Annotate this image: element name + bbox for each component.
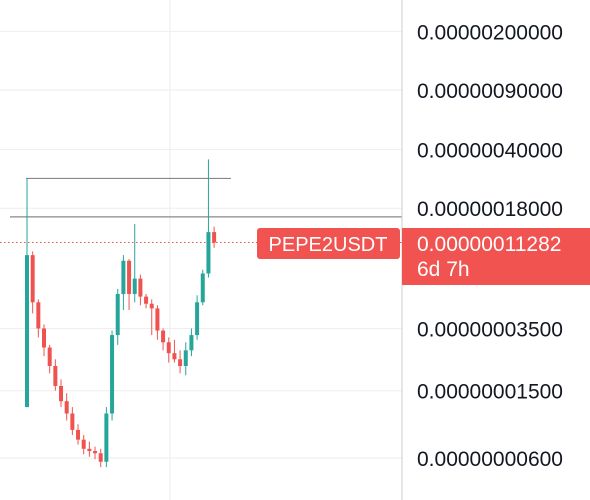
candle-body	[178, 359, 183, 366]
last-price-badge: 0.00000011282 6d 7h	[402, 228, 590, 285]
candle[interactable]	[127, 259, 132, 311]
candle[interactable]	[149, 299, 154, 336]
candle-body	[70, 413, 75, 430]
price-tick-label: 0.00000200000	[417, 21, 563, 44]
price-tick-label: 0.00000090000	[417, 80, 563, 103]
candle-body	[47, 347, 52, 366]
last-price-value: 0.00000011282	[417, 233, 561, 256]
candle[interactable]	[189, 328, 194, 357]
price-axis[interactable]: 0.00000200000 0.00000090000 0.00000040000 0…	[417, 21, 563, 471]
candle-body	[195, 302, 200, 336]
candle[interactable]	[36, 299, 41, 338]
candle[interactable]	[183, 342, 188, 376]
candle-body	[206, 232, 211, 274]
candle-body	[64, 401, 69, 414]
candle-body	[161, 330, 166, 343]
candle-body	[36, 302, 41, 329]
candle-body	[144, 296, 149, 304]
candle[interactable]	[178, 350, 183, 374]
candle-body	[59, 385, 64, 402]
price-tick-label: 0.00000001500	[417, 381, 563, 404]
price-tick-label: 0.00000018000	[417, 198, 563, 221]
candle-body	[200, 273, 205, 303]
candle-body	[93, 451, 98, 454]
candle[interactable]	[132, 224, 137, 303]
candle[interactable]	[155, 305, 160, 340]
horizontal-lines[interactable]	[10, 177, 402, 218]
symbol-label: PEPE2USDT	[269, 234, 388, 256]
candle[interactable]	[144, 293, 149, 309]
candle-body	[149, 303, 154, 309]
candle-body	[132, 278, 137, 294]
candle-body	[110, 335, 115, 414]
candle-body	[53, 365, 58, 386]
candle[interactable]	[206, 159, 211, 278]
candle-body	[81, 439, 86, 449]
candle[interactable]	[53, 359, 58, 391]
candle[interactable]	[104, 407, 109, 468]
candle-body	[183, 350, 188, 366]
symbol-badge: PEPE2USDT	[257, 228, 400, 259]
candle[interactable]	[98, 448, 103, 468]
symbol-badge-background	[257, 228, 400, 259]
candle[interactable]	[81, 435, 86, 455]
candle[interactable]	[121, 255, 126, 311]
candle[interactable]	[212, 226, 217, 248]
candle[interactable]	[161, 328, 166, 351]
candle[interactable]	[110, 330, 115, 421]
candle-body	[166, 342, 171, 354]
price-tick-label: 0.00000003500	[417, 318, 563, 341]
price-tick-label: 0.00000000600	[417, 448, 563, 471]
price-tick-label: 0.00000040000	[417, 140, 563, 163]
candle-body	[138, 278, 143, 297]
candle-body	[127, 260, 132, 294]
candle-body	[25, 255, 29, 408]
candle-body	[121, 260, 126, 294]
candle[interactable]	[87, 441, 92, 457]
candles[interactable]	[25, 159, 217, 468]
candle-body	[87, 448, 92, 452]
candle-body	[189, 335, 194, 351]
candle[interactable]	[25, 178, 29, 408]
candle-body	[212, 232, 217, 243]
candle[interactable]	[64, 393, 69, 421]
candle[interactable]	[138, 274, 143, 306]
candle[interactable]	[172, 339, 177, 363]
candle[interactable]	[47, 344, 52, 374]
candle-body	[98, 453, 103, 462]
candle[interactable]	[30, 251, 35, 314]
candle[interactable]	[42, 324, 47, 357]
candle[interactable]	[115, 288, 120, 345]
candle-body	[115, 293, 120, 336]
grid-lines	[0, 0, 402, 500]
candle-body	[155, 308, 160, 331]
candle[interactable]	[76, 424, 81, 445]
candle-body	[76, 429, 81, 440]
candle-body	[172, 353, 177, 360]
candle-body	[30, 255, 35, 303]
candle-body	[104, 413, 109, 462]
last-price-badge-background	[402, 228, 590, 285]
candle-countdown: 6d 7h	[417, 258, 470, 281]
candle[interactable]	[93, 446, 98, 460]
candle[interactable]	[70, 407, 75, 436]
candle-body	[42, 328, 47, 348]
candle[interactable]	[59, 379, 64, 408]
candle[interactable]	[166, 337, 171, 363]
candle[interactable]	[195, 295, 200, 340]
candle[interactable]	[200, 269, 205, 306]
